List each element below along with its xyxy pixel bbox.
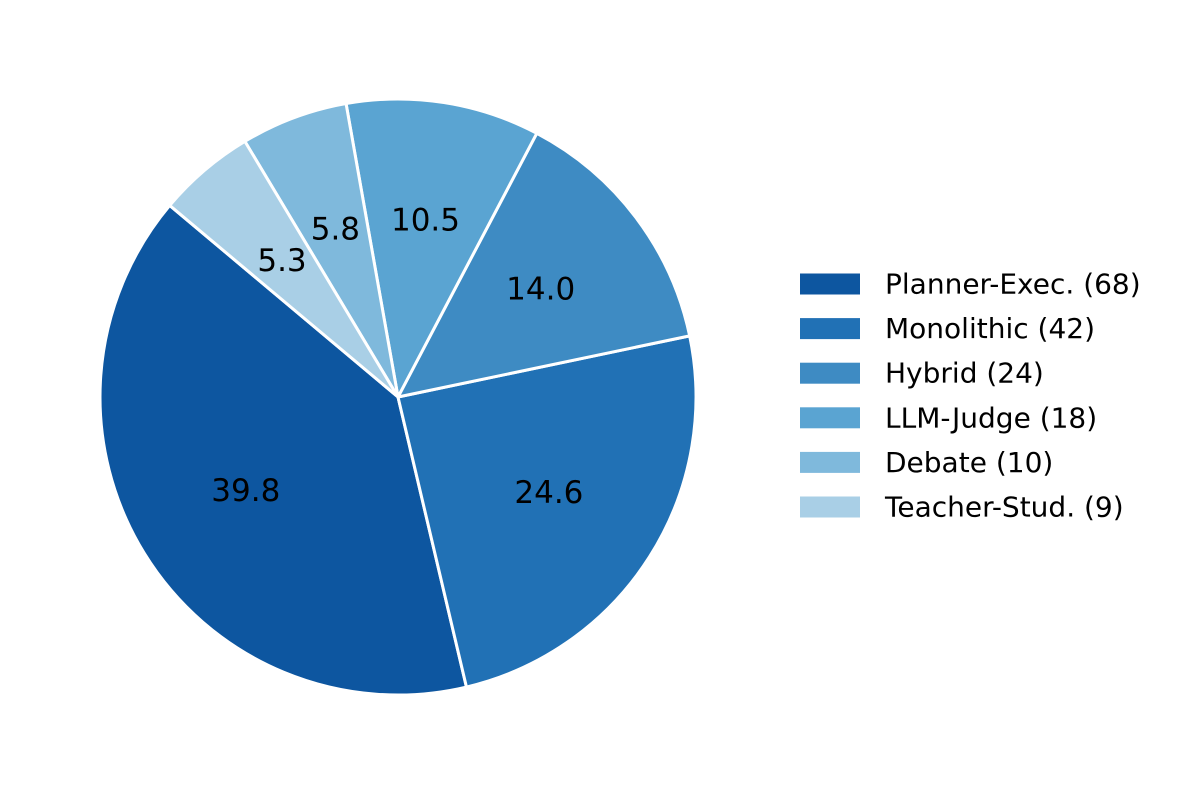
legend-swatch — [800, 362, 860, 384]
slice-value-label: 14.0 — [506, 271, 575, 307]
legend-label: LLM-Judge (18) — [885, 401, 1097, 434]
legend-swatch — [800, 451, 860, 473]
pie-slice — [168, 139, 400, 399]
legend-swatch — [800, 407, 860, 429]
legend-item: Debate (10) — [800, 446, 1053, 479]
legend-item: Monolithic (42) — [800, 312, 1095, 345]
legend-label: Hybrid (24) — [885, 357, 1044, 390]
legend-swatch — [800, 318, 860, 340]
legend-label: Debate (10) — [885, 446, 1053, 479]
legend-item: Planner-Exec. (68) — [800, 268, 1141, 301]
legend-label: Teacher-Stud. (9) — [884, 491, 1124, 524]
legend-label: Planner-Exec. (68) — [885, 268, 1141, 301]
pie-slice — [396, 131, 692, 399]
legend-label: Monolithic (42) — [885, 312, 1095, 345]
slice-value-label: 39.8 — [211, 473, 280, 509]
slice-value-label: 24.6 — [514, 475, 583, 511]
pie-slice-labels: 39.8 24.6 14.0 10.5 5.85.3 — [211, 202, 583, 511]
chart-legend: Planner-Exec. (68) Monolithic (42) Hybrid … — [800, 268, 1141, 524]
pie-slices — [98, 97, 698, 697]
pie-slice — [396, 334, 698, 689]
legend-swatch — [800, 273, 860, 295]
legend-item: Teacher-Stud. (9) — [800, 491, 1124, 524]
legend-item: LLM-Judge (18) — [800, 401, 1097, 434]
pie-slice — [344, 97, 539, 399]
legend-swatch — [800, 496, 860, 518]
slice-value-label: 5.8 — [311, 212, 360, 248]
pie-slice — [98, 203, 468, 697]
slice-value-label: 5.3 — [257, 243, 306, 279]
legend-item: Hybrid (24) — [800, 357, 1044, 390]
slice-value-label: 10.5 — [391, 202, 460, 238]
